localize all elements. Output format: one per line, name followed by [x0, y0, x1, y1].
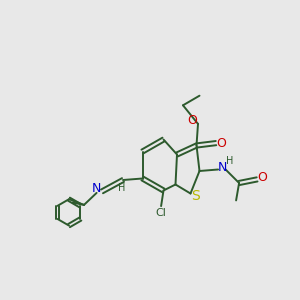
- Text: S: S: [191, 189, 200, 203]
- Text: N: N: [92, 182, 101, 196]
- Text: O: O: [258, 171, 267, 184]
- Text: O: O: [187, 114, 197, 128]
- Text: N: N: [218, 160, 227, 174]
- Text: Cl: Cl: [156, 208, 167, 218]
- Text: O: O: [217, 136, 226, 150]
- Text: H: H: [226, 156, 233, 166]
- Text: H: H: [118, 183, 125, 194]
